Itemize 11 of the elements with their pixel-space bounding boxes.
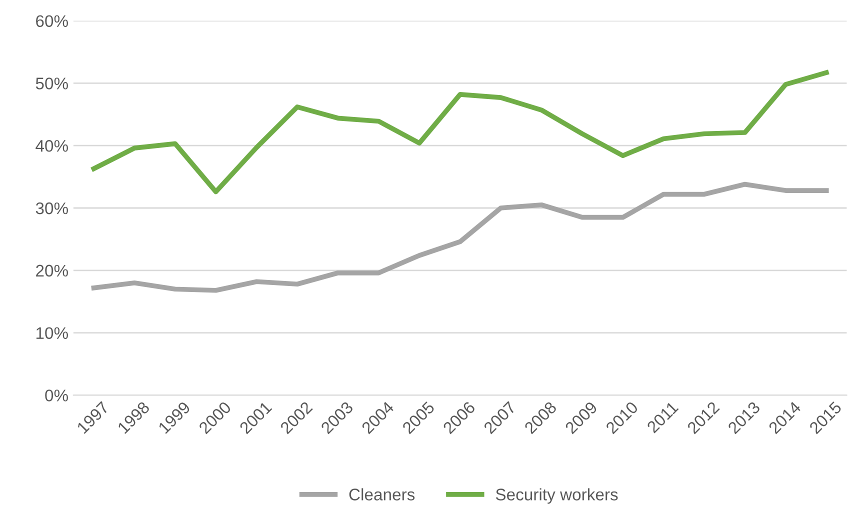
y-tick-label: 40% bbox=[36, 140, 68, 152]
legend-label: Security workers bbox=[496, 488, 618, 504]
line-series bbox=[91, 70, 829, 194]
y-tick-label: 30% bbox=[36, 202, 68, 214]
y-tick-label: 20% bbox=[36, 264, 68, 277]
y-tick-label: 0% bbox=[45, 390, 68, 402]
y-tick-label: 10% bbox=[36, 327, 68, 340]
y-tick-label: 60% bbox=[36, 15, 68, 28]
y-tick-label: 50% bbox=[36, 78, 68, 90]
line-series bbox=[91, 182, 829, 293]
legend-label: Cleaners bbox=[349, 488, 415, 500]
